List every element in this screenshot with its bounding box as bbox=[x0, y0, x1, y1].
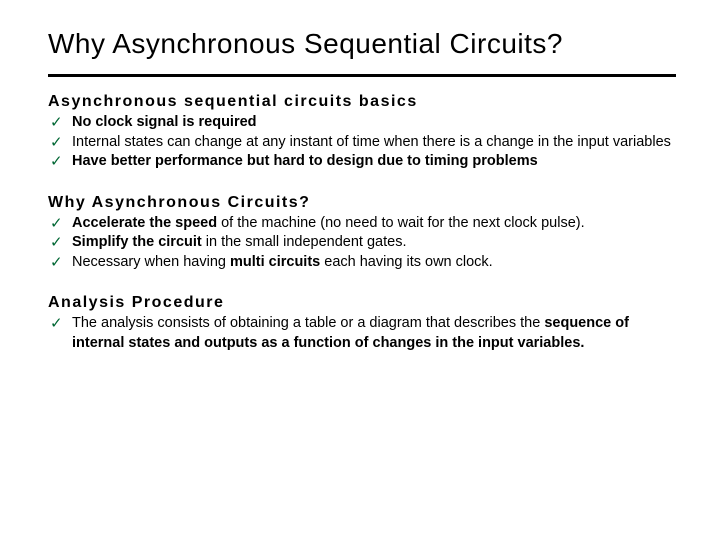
check-icon: ✓ bbox=[50, 233, 72, 253]
check-icon: ✓ bbox=[50, 253, 72, 273]
list-item: ✓ Simplify the circuit in the small inde… bbox=[50, 233, 676, 253]
list-item: ✓ The analysis consists of obtaining a t… bbox=[50, 314, 676, 353]
bullet-text: Internal states can change at any instan… bbox=[72, 133, 676, 153]
title-rule bbox=[48, 74, 676, 77]
list-item: ✓ Have better performance but hard to de… bbox=[50, 152, 676, 172]
list-item: ✓ Necessary when having multi circuits e… bbox=[50, 253, 676, 273]
list-item: ✓ No clock signal is required bbox=[50, 113, 676, 133]
list-item: ✓ Accelerate the speed of the machine (n… bbox=[50, 214, 676, 234]
section-heading-basics: Asynchronous sequential circuits basics bbox=[48, 93, 676, 111]
bullet-text: Accelerate the speed of the machine (no … bbox=[72, 214, 676, 234]
bullet-list-analysis: ✓ The analysis consists of obtaining a t… bbox=[48, 314, 676, 353]
section-heading-analysis: Analysis Procedure bbox=[48, 294, 676, 312]
check-icon: ✓ bbox=[50, 152, 72, 172]
bullet-text: The analysis consists of obtaining a tab… bbox=[72, 314, 676, 353]
bullet-text: No clock signal is required bbox=[72, 113, 676, 133]
list-item: ✓ Internal states can change at any inst… bbox=[50, 133, 676, 153]
slide-title: Why Asynchronous Sequential Circuits? bbox=[48, 28, 676, 60]
check-icon: ✓ bbox=[50, 133, 72, 153]
section-heading-why: Why Asynchronous Circuits? bbox=[48, 194, 676, 212]
bullet-list-basics: ✓ No clock signal is required ✓ Internal… bbox=[48, 113, 676, 172]
check-icon: ✓ bbox=[50, 214, 72, 234]
bullet-list-why: ✓ Accelerate the speed of the machine (n… bbox=[48, 214, 676, 273]
bullet-text: Simplify the circuit in the small indepe… bbox=[72, 233, 676, 253]
bullet-text: Necessary when having multi circuits eac… bbox=[72, 253, 676, 273]
bullet-text: Have better performance but hard to desi… bbox=[72, 152, 676, 172]
check-icon: ✓ bbox=[50, 314, 72, 334]
check-icon: ✓ bbox=[50, 113, 72, 133]
slide: Why Asynchronous Sequential Circuits? As… bbox=[0, 0, 720, 540]
